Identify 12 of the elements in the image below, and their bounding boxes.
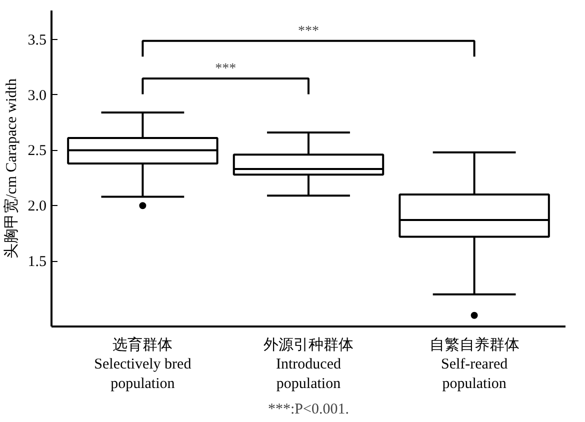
y-axis-title: 头胸甲宽/cm Carapace width xyxy=(2,78,20,258)
x-tick-label: 选育群体 Selectively bred population xyxy=(94,336,192,392)
y-tick-label: 3.0 xyxy=(28,88,46,104)
x-tick-label: 外源引种群体 Introduced population xyxy=(264,336,354,392)
annotation: *** xyxy=(298,24,319,39)
text: ***:P<0.001. xyxy=(268,402,349,418)
y-tick-label: 1.5 xyxy=(28,254,46,270)
y-tick-label: 2.0 xyxy=(28,198,46,215)
annotation: *** xyxy=(215,61,236,76)
x-tick-label: 自繁自养群体 Self-reared population xyxy=(429,336,520,392)
y-tick-label: 3.5 xyxy=(28,32,46,48)
y-tick-label: 2.5 xyxy=(28,143,46,160)
